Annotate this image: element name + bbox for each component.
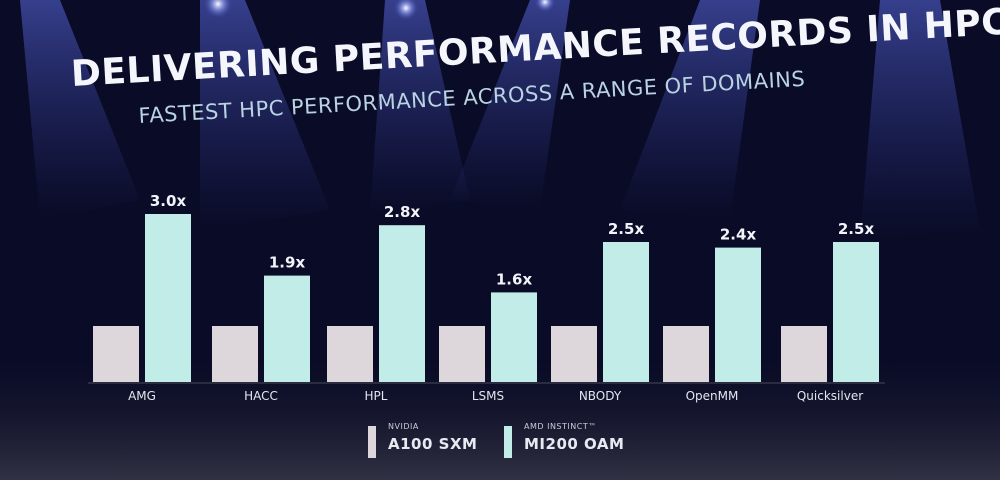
category-label-hacc: HACC (244, 389, 278, 403)
data-label-amg: 3.0x (150, 192, 187, 210)
legend-sub-nvidia: NVIDIA (388, 422, 419, 431)
bar-nvidia-quicksilver (781, 326, 827, 382)
bar-nvidia-lsms (439, 326, 485, 382)
legend-main-nvidia: A100 SXM (388, 435, 478, 453)
data-label-hacc: 1.9x (269, 254, 306, 272)
legend-item-amd: AMD INSTINCT™ MI200 OAM (504, 422, 624, 458)
data-label-nbody: 2.5x (608, 220, 645, 238)
bar-nvidia-amg (93, 326, 139, 382)
data-label-openmm: 2.4x (720, 226, 757, 244)
legend-main-amd: MI200 OAM (524, 435, 625, 453)
legend-swatch-amd (504, 426, 512, 458)
bar-amd-hacc (264, 275, 310, 382)
bar-nvidia-hpl (327, 326, 373, 382)
bar-amd-quicksilver (833, 242, 879, 382)
bar-amd-amg (145, 214, 191, 382)
data-label-lsms: 1.6x (496, 270, 533, 288)
bar-amd-hpl (379, 225, 425, 382)
data-label-quicksilver: 2.5x (838, 220, 875, 238)
category-label-nbody: NBODY (579, 389, 622, 403)
bar-nvidia-openmm (663, 326, 709, 382)
legend-sub-amd: AMD INSTINCT™ (524, 422, 597, 431)
spotlight-beams (20, 0, 980, 240)
bar-nvidia-hacc (212, 326, 258, 382)
bar-nvidia-nbody (551, 326, 597, 382)
legend-item-nvidia: NVIDIA A100 SXM (368, 422, 477, 458)
bar-amd-lsms (491, 292, 537, 382)
category-label-amg: AMG (128, 389, 156, 403)
category-label-lsms: LSMS (472, 389, 504, 403)
category-label-openmm: OpenMM (686, 389, 739, 403)
data-label-hpl: 2.8x (384, 203, 421, 221)
bar-amd-openmm (715, 247, 761, 382)
bar-amd-nbody (603, 242, 649, 382)
spotlight-lamps (204, 0, 555, 20)
category-label-quicksilver: Quicksilver (797, 389, 863, 403)
category-label-hpl: HPL (365, 389, 388, 403)
legend-swatch-nvidia (368, 426, 376, 458)
